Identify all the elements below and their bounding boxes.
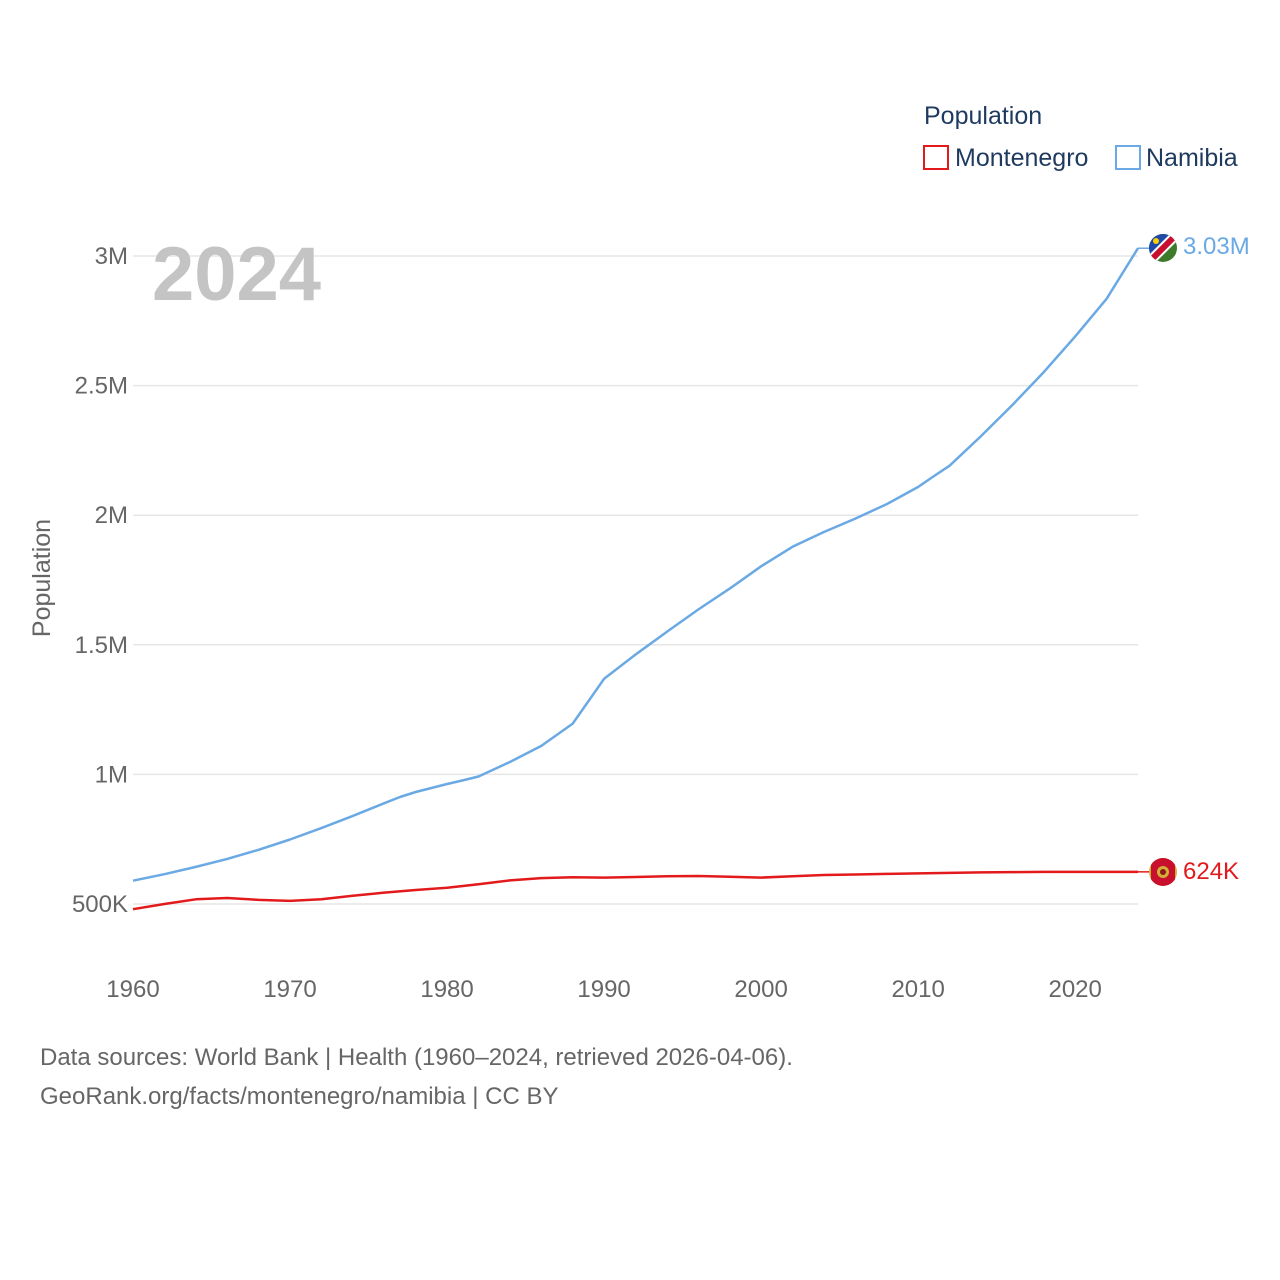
y-tick-label: 1.5M bbox=[75, 632, 128, 659]
legend-label-namibia[interactable]: Namibia bbox=[1146, 144, 1238, 172]
x-tick-label: 2010 bbox=[891, 976, 944, 1003]
year-watermark: 2024 bbox=[152, 232, 321, 317]
end-markers: 3.03M 624K bbox=[1149, 233, 1250, 886]
namibia-flag-icon bbox=[1149, 234, 1177, 262]
y-axis-ticks: 500K 1M 1.5M 2M 2.5M 3M bbox=[72, 243, 128, 918]
montenegro-flag-icon bbox=[1149, 858, 1177, 886]
y-tick-label: 2M bbox=[95, 502, 128, 529]
montenegro-end-label: 624K bbox=[1183, 858, 1239, 885]
x-tick-label: 1960 bbox=[106, 976, 159, 1003]
legend: Population Montenegro Namibia bbox=[923, 102, 1238, 172]
legend-title: Population bbox=[924, 102, 1042, 130]
series-lines bbox=[132, 247, 1149, 911]
x-tick-label: 2020 bbox=[1048, 976, 1101, 1003]
source-line-1: Data sources: World Bank | Health (1960–… bbox=[40, 1044, 793, 1071]
namibia-end-label: 3.03M bbox=[1183, 233, 1250, 260]
y-axis-title: Population bbox=[28, 519, 56, 637]
series-line-namibia[interactable] bbox=[132, 247, 1140, 882]
y-tick-label: 3M bbox=[95, 243, 128, 270]
x-tick-label: 1970 bbox=[263, 976, 316, 1003]
series-line-montenegro[interactable] bbox=[132, 870, 1138, 911]
y-tick-label: 500K bbox=[72, 891, 128, 918]
x-tick-label: 1980 bbox=[420, 976, 473, 1003]
source-line-2: GeoRank.org/facts/montenegro/namibia | C… bbox=[40, 1083, 559, 1110]
x-tick-label: 2000 bbox=[734, 976, 787, 1003]
x-axis-ticks: 1960 1970 1980 1990 2000 2010 2020 bbox=[106, 976, 1102, 1003]
legend-swatch-namibia[interactable] bbox=[1115, 145, 1141, 170]
grid bbox=[133, 255, 1138, 905]
x-tick-label: 1990 bbox=[577, 976, 630, 1003]
y-tick-label: 1M bbox=[95, 761, 128, 788]
legend-label-montenegro[interactable]: Montenegro bbox=[955, 144, 1088, 172]
legend-swatch-montenegro[interactable] bbox=[923, 145, 949, 170]
y-tick-label: 2.5M bbox=[75, 373, 128, 400]
